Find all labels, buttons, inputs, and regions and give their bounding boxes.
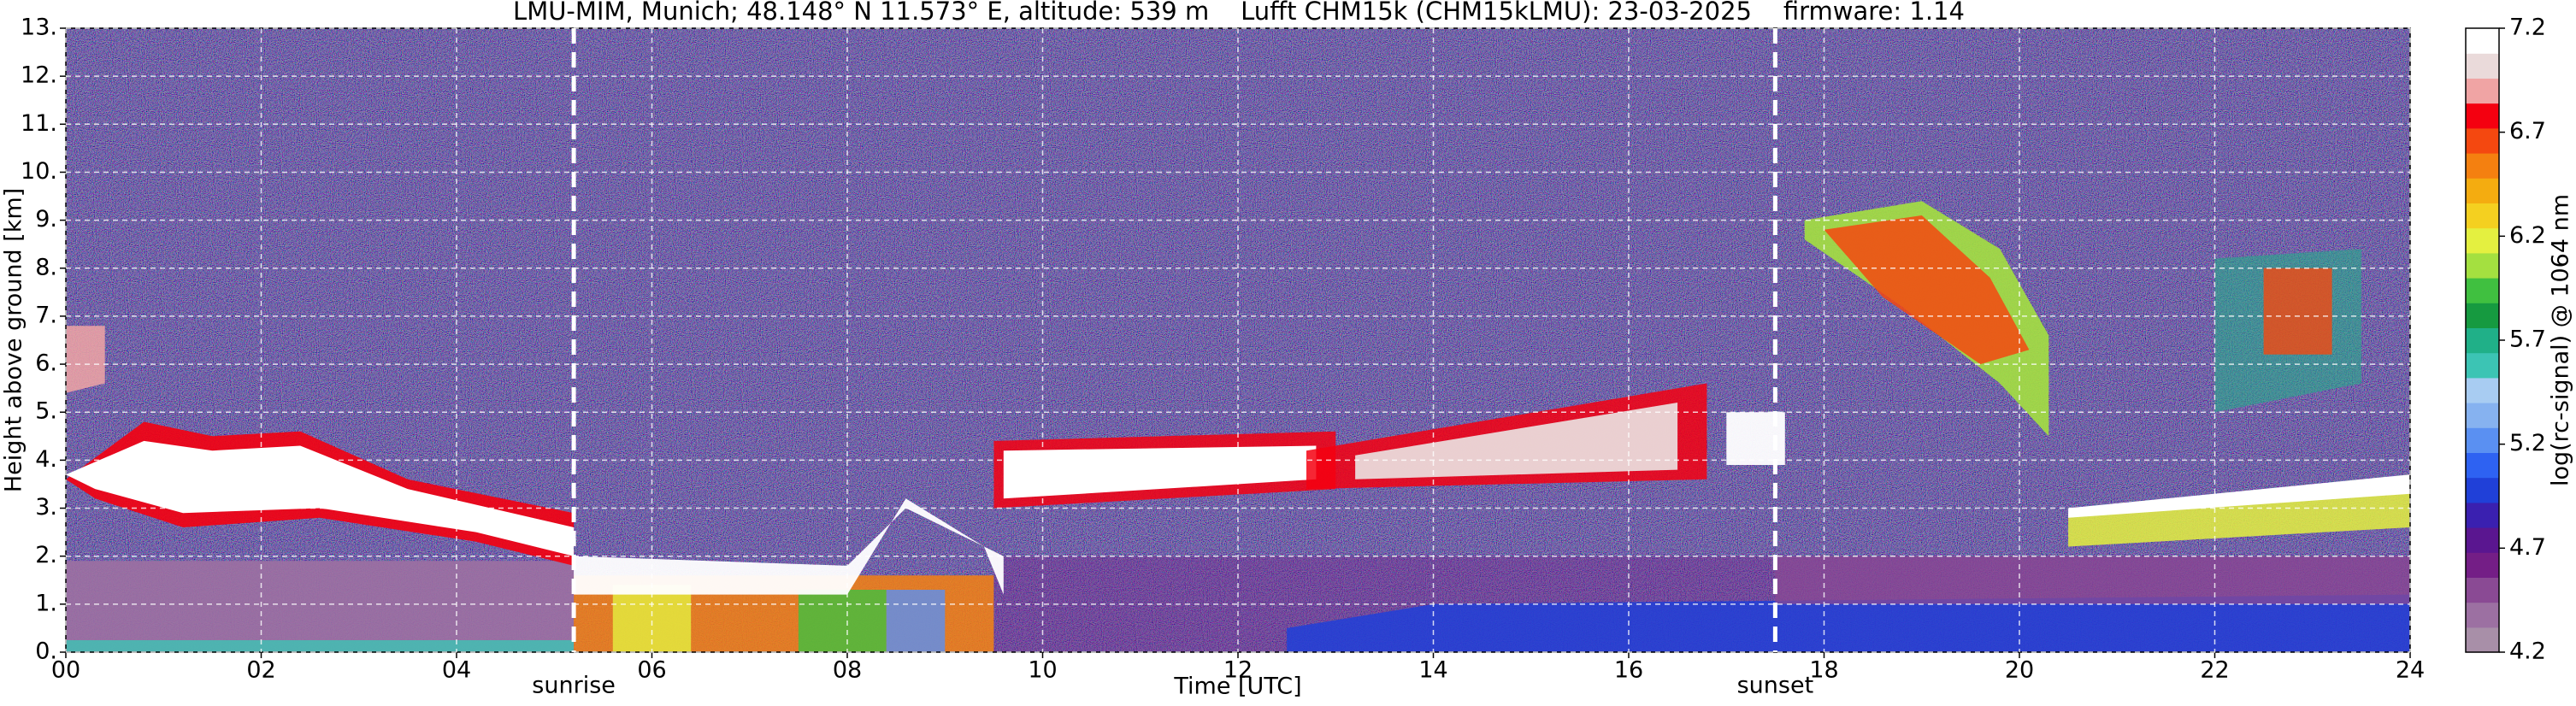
x-tick-label: 24: [2396, 657, 2425, 684]
signal-region: [1355, 403, 1678, 479]
signal-region: [612, 585, 692, 652]
y-tick-label: 5.: [35, 398, 57, 425]
x-tick-label: 08: [833, 657, 862, 684]
signal-region: [2068, 474, 2410, 518]
colorbar-segment: [2466, 227, 2499, 254]
y-tick-label: 4.: [35, 446, 57, 473]
signal-region: [66, 561, 575, 652]
colorbar-segment: [2466, 552, 2499, 578]
y-tick-label: 11.: [21, 110, 57, 137]
y-tick-label: 9.: [35, 206, 57, 232]
colorbar-segment: [2466, 577, 2499, 603]
colorbar-segment: [2466, 303, 2499, 328]
signal-region: [2263, 268, 2332, 355]
x-tick-label: 16: [1614, 657, 1643, 684]
colorbar-tick-label: 6.7: [2509, 118, 2546, 144]
signal-region: [574, 498, 1004, 595]
signal-region: [66, 326, 105, 393]
colorbar-segment: [2466, 278, 2499, 303]
x-tick-label: 18: [1809, 657, 1838, 684]
x-tick-label: 12: [1223, 657, 1253, 684]
colorbar-segment: [2466, 427, 2499, 453]
x-tick-label: 02: [246, 657, 275, 684]
colorbar-segment: [2466, 203, 2499, 229]
colorbar-segment: [2466, 502, 2499, 528]
colorbar-tick-label: 5.7: [2509, 327, 2546, 353]
colorbar-segment: [2466, 178, 2499, 203]
signal-region: [1775, 556, 2410, 604]
signal-region: [1003, 445, 1317, 499]
x-tick-label: 14: [1418, 657, 1447, 684]
y-axis-label: Height above ground [km]: [1, 188, 27, 492]
colorbar-tick-label: 6.2: [2509, 222, 2546, 249]
y-tick-label: 13.: [21, 15, 57, 41]
annotation-label: sunrise: [532, 673, 616, 699]
y-tick-label: 8.: [35, 254, 57, 280]
colorbar-label: log(rc-signal) @ 1064 nm: [2548, 194, 2574, 486]
colorbar-segment: [2466, 352, 2499, 379]
colorbar-tick-label: 4.2: [2509, 638, 2546, 665]
x-tick-label: 00: [51, 657, 80, 684]
y-tick-label: 10.: [21, 158, 57, 185]
colorbar-segment: [2466, 377, 2499, 403]
x-axis-label: Time [UTC]: [1173, 674, 1301, 700]
colorbar-tick-label: 7.2: [2509, 15, 2546, 41]
x-tick-label: 04: [442, 657, 471, 684]
x-tick-label: 10: [1028, 657, 1057, 684]
colorbar-segment: [2466, 602, 2499, 628]
y-tick-label: 0.: [35, 638, 57, 665]
colorbar-tick-label: 4.7: [2509, 534, 2546, 561]
signal-region: [886, 590, 946, 652]
signal-region: [1824, 215, 2030, 365]
colorbar-tick-label: 5.2: [2509, 430, 2546, 456]
y-tick-label: 12.: [21, 62, 57, 89]
chart-title: LMU-MIM, Munich; 48.148° N 11.573° E, al…: [513, 0, 1965, 26]
colorbar-segment: [2466, 78, 2499, 104]
signal-region: [66, 640, 575, 652]
signal-region: [1726, 412, 1785, 465]
y-tick-label: 3.: [35, 494, 57, 521]
colorbar-segment: [2466, 477, 2499, 503]
colorbar-segment: [2466, 403, 2499, 428]
signal-region: [1287, 594, 2410, 652]
colorbar-segment: [2466, 153, 2499, 179]
colorbar-segment: [2466, 527, 2499, 553]
signal-region: [798, 590, 887, 652]
signal-region: [66, 440, 575, 556]
x-tick-label: 20: [2005, 657, 2034, 684]
x-tick-label: 06: [637, 657, 666, 684]
y-tick-label: 6.: [35, 350, 57, 377]
colorbar-segment: [2466, 452, 2499, 479]
colorbar-segment: [2466, 127, 2499, 154]
y-tick-label: 1.: [35, 590, 57, 616]
colorbar-segment: [2466, 252, 2499, 279]
x-tick-label: 22: [2200, 657, 2229, 684]
colorbar-segment: [2466, 53, 2499, 79]
annotation-label: sunset: [1737, 673, 1814, 699]
colorbar-segment: [2466, 627, 2499, 653]
colorbar-segment: [2466, 103, 2499, 129]
colorbar-segment: [2466, 28, 2499, 54]
y-tick-label: 7.: [35, 302, 57, 328]
colorbar-segment: [2466, 327, 2499, 354]
y-tick-label: 2.: [35, 542, 57, 568]
